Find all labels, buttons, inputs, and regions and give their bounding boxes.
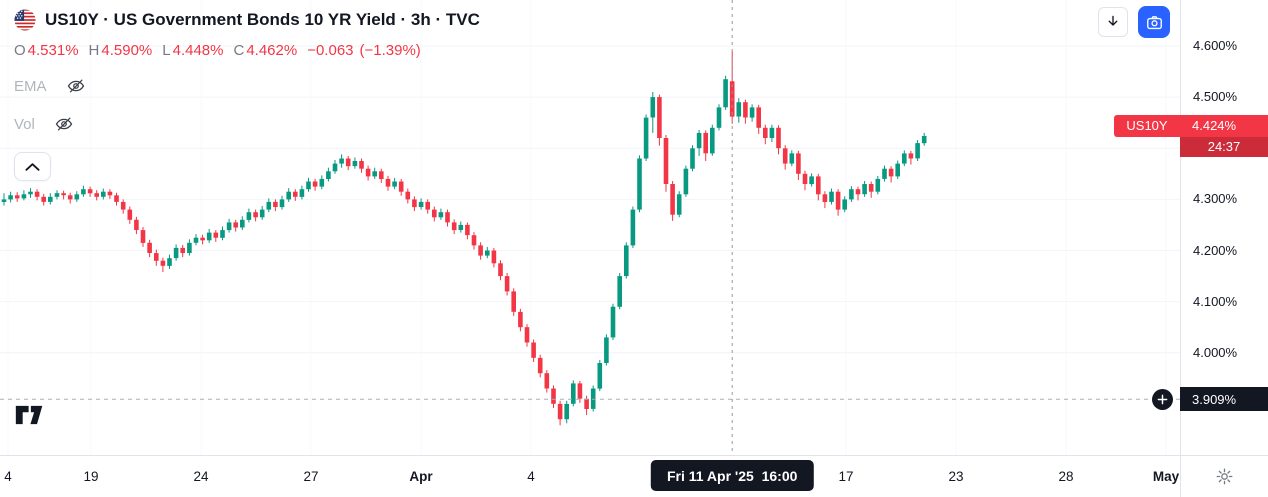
indicator-row-ema[interactable]: EMA [14,75,480,97]
price-axis-tick: 4.600% [1193,38,1238,53]
close-label: C [233,42,245,59]
camera-icon [1145,13,1164,32]
low-label: L [162,42,171,59]
time-axis-tick: 4 [4,469,12,484]
chart-quick-actions [1098,6,1170,38]
candlestick-chart[interactable] [0,0,1180,455]
download-button[interactable] [1098,7,1128,37]
symbol-title-row[interactable]: US10Y · US Government Bonds 10 YR Yield … [14,9,480,31]
price-axis[interactable]: 4.600% 4.500% 4.300% 4.200% 4.100% 4.000% [1180,0,1268,455]
arrow-down-icon [1104,13,1122,31]
chart-legend: US10Y · US Government Bonds 10 YR Yield … [14,9,480,181]
indicator-row-vol[interactable]: Vol [14,113,480,135]
open-value: 4.531% [27,42,79,59]
price-axis-tick: 4.300% [1193,191,1238,207]
time-axis-tick: 23 [948,469,964,484]
tradingview-logo[interactable] [14,401,56,434]
last-price-label: US10Y 4.424% 24:37 [1114,114,1268,157]
price-axis-tick: 4.200% [1193,242,1238,258]
time-axis-tick: 28 [1058,469,1074,484]
price-label-symbol: US10Y [1114,114,1180,137]
indicator-ema-label: EMA [14,77,47,95]
ohlc-values-row: O 4.531% H 4.590% L 4.448% C 4.462% −0.0… [14,42,480,59]
time-axis-tick: 4 [527,469,535,484]
candles [1,51,927,426]
price-label-countdown: 24:37 [1180,136,1268,157]
price-axis-tick: 4.500% [1193,89,1238,105]
us-flag-icon [14,9,36,31]
plus-circle-icon [1157,394,1168,405]
time-axis-tick: Apr [409,469,433,484]
legend-collapse-button[interactable] [14,152,51,181]
level-price-label: 3.909% [1180,387,1268,412]
time-axis[interactable]: 4 19 24 27 Apr 4 17 23 28 May Fri 11 Apr '25 16:0… [0,455,1180,497]
change-percent: (−1.39%) [359,42,421,59]
crosshair-time-tooltip: Fri 11 Apr '25 16:00 [650,460,814,491]
eye-hidden-icon[interactable] [65,75,87,97]
chevron-up-icon [25,162,40,172]
add-alert-button[interactable] [1152,388,1173,410]
snapshot-button[interactable] [1138,6,1170,38]
gear-icon [1215,467,1234,486]
price-label-value: 4.424% [1180,114,1268,137]
time-axis-tick: 19 [83,469,99,484]
chart-canvas[interactable]: US10Y · US Government Bonds 10 YR Yield … [0,0,1180,455]
eye-hidden-icon[interactable] [53,113,75,135]
time-axis-tick: 24 [193,469,209,484]
axis-corner [1180,455,1268,497]
indicator-vol-label: Vol [14,115,35,133]
symbol-title: US10Y · US Government Bonds 10 YR Yield … [45,10,480,29]
low-value: 4.448% [172,42,224,59]
high-value: 4.590% [101,42,153,59]
price-axis-tick: 4.100% [1193,293,1238,309]
high-label: H [88,42,100,59]
axis-settings-button[interactable] [1215,467,1234,486]
change-value: −0.063 [307,42,354,59]
open-label: O [14,42,26,59]
time-axis-tick: 17 [838,469,854,484]
time-axis-tick: May [1152,469,1180,484]
close-value: 4.462% [246,42,298,59]
time-axis-tick: 27 [303,469,319,484]
price-axis-tick: 4.000% [1193,344,1238,360]
